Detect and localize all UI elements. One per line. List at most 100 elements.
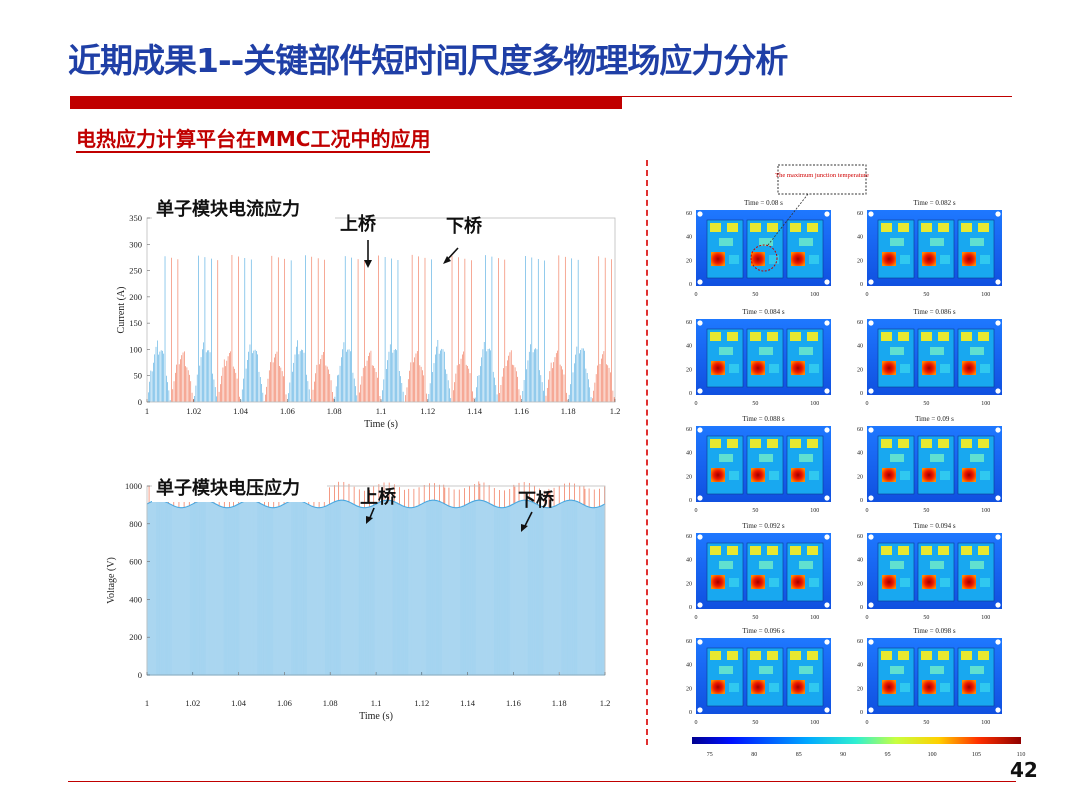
diode-chip	[978, 546, 989, 555]
mounting-hole	[824, 495, 830, 501]
gate-pad	[970, 561, 984, 569]
diode-chip	[961, 439, 972, 448]
y-tick-label: 40	[857, 235, 863, 241]
gate-pad	[719, 666, 733, 674]
x-tick-label: 1.06	[280, 406, 295, 416]
mounting-hole	[697, 320, 703, 326]
colorbar-tick-label: 100	[928, 752, 937, 758]
x-tick-label: 100	[981, 401, 990, 407]
voltage-plot-area	[146, 481, 606, 676]
diode-chip	[921, 332, 932, 341]
thermal-panel: Time = 0.084 s 0 50 100 0 20 40 60	[686, 308, 831, 407]
title-underline-line	[622, 96, 1012, 97]
igbt-chip	[980, 471, 990, 480]
gate-pad	[890, 238, 904, 246]
max-temp-callout	[777, 164, 867, 195]
gate-pad	[930, 561, 944, 569]
voltage-stress-chart: 1 1.02 1.04 1.06 1.08 1.1 1.12 1.14 1.16 1.18 1.2 0…	[106, 472, 610, 722]
igbt-chip-hotspot	[962, 575, 976, 589]
diode-chip	[938, 651, 949, 660]
igbt-chip-hotspot	[922, 468, 936, 482]
mounting-hole	[995, 211, 1001, 217]
callout-leader	[767, 193, 809, 246]
y-tick-label: 60	[686, 534, 692, 540]
mounting-hole	[995, 388, 1001, 394]
x-tick-label: 1	[145, 698, 149, 708]
x-tick-label: 1.1	[371, 698, 382, 708]
voltage-chart-title: 单子模块电压应力	[156, 477, 300, 499]
igbt-chip	[769, 364, 779, 373]
mounting-hole	[868, 602, 874, 608]
igbt-chip	[900, 683, 910, 692]
colorbar-ticks: 75 80 85 90 95 100 105 110	[707, 752, 1026, 758]
title-underline-bar	[70, 96, 622, 109]
current-plot-area	[147, 254, 615, 402]
y-axis-label: Current (A)	[116, 287, 127, 334]
igbt-chip-hotspot	[962, 361, 976, 375]
igbt-chip	[980, 683, 990, 692]
x-tick-label: 1.18	[561, 406, 576, 416]
diode-chip	[921, 651, 932, 660]
x-tick-label: 50	[923, 508, 929, 514]
diode-chip	[921, 223, 932, 232]
y-axis-label: Voltage (V)	[106, 557, 117, 604]
thermal-panel: Time = 0.082 s 0 50 100 0 20 40 60	[857, 199, 1002, 298]
y-tick-label: 0	[138, 397, 142, 407]
diode-chip	[898, 439, 909, 448]
igbt-chip	[809, 683, 819, 692]
y-tick-label: 40	[686, 663, 692, 669]
igbt-chip-hotspot	[922, 680, 936, 694]
colorbar-tick-label: 90	[840, 752, 846, 758]
upper-bridge-label: 上桥	[340, 213, 377, 235]
mounting-hole	[697, 388, 703, 394]
igbt-chip	[980, 578, 990, 587]
y-tick-label: 20	[686, 686, 692, 692]
current-title-bg	[152, 192, 335, 222]
mounting-hole	[697, 602, 703, 608]
x-tick-label: 1.02	[185, 698, 200, 708]
igbt-chip-hotspot	[751, 468, 765, 482]
diode-chip	[938, 546, 949, 555]
diode-chip	[790, 651, 801, 660]
voltage-axes: 1 1.02 1.04 1.06 1.08 1.1 1.12 1.14 1.16 1.18 1.2 0…	[106, 481, 610, 722]
mounting-hole	[868, 279, 874, 285]
x-tick-label: 0	[866, 508, 869, 514]
diode-chip	[881, 546, 892, 555]
x-tick-label: 1.14	[467, 406, 483, 416]
y-tick-label: 200	[129, 292, 142, 302]
x-tick-label: 100	[810, 508, 819, 514]
x-tick-label: 1.1	[376, 406, 387, 416]
igbt-chip-hotspot	[751, 575, 765, 589]
igbt-chip-hotspot	[962, 468, 976, 482]
mounting-hole	[697, 639, 703, 645]
igbt-chip-hotspot	[882, 361, 896, 375]
gate-pad	[799, 666, 813, 674]
gate-pad	[759, 666, 773, 674]
mounting-hole	[824, 279, 830, 285]
igbt-chip-hotspot	[711, 468, 725, 482]
y-tick-label: 20	[686, 258, 692, 264]
igbt-chip-hotspot	[882, 575, 896, 589]
thermal-panel: Time = 0.086 s 0 50 100 0 20 40 60	[857, 308, 1002, 407]
igbt-chip-hotspot	[791, 361, 805, 375]
panel-time-label: Time = 0.086 s	[913, 308, 955, 316]
thermal-panel: Time = 0.088 s 0 50 100 0 20 40 60	[686, 415, 831, 514]
panel-time-label: Time = 0.09 s	[915, 415, 954, 423]
mounting-hole	[697, 534, 703, 540]
panel-time-label: Time = 0.096 s	[742, 627, 784, 635]
y-tick-label: 0	[860, 391, 863, 397]
x-tick-label: 0	[695, 720, 698, 726]
y-tick-label: 600	[129, 557, 142, 567]
diode-chip	[898, 223, 909, 232]
x-tick-label: 1.06	[277, 698, 292, 708]
callout-text-line1: The maximum junction temperature	[775, 172, 869, 179]
x-tick-label: 50	[923, 292, 929, 298]
x-tick-label: 50	[923, 720, 929, 726]
igbt-chip-hotspot	[922, 575, 936, 589]
y-tick-label: 20	[857, 686, 863, 692]
mounting-hole	[995, 427, 1001, 433]
diode-chip	[767, 332, 778, 341]
x-tick-label: 50	[752, 720, 758, 726]
mounting-hole	[697, 279, 703, 285]
diode-chip	[727, 223, 738, 232]
